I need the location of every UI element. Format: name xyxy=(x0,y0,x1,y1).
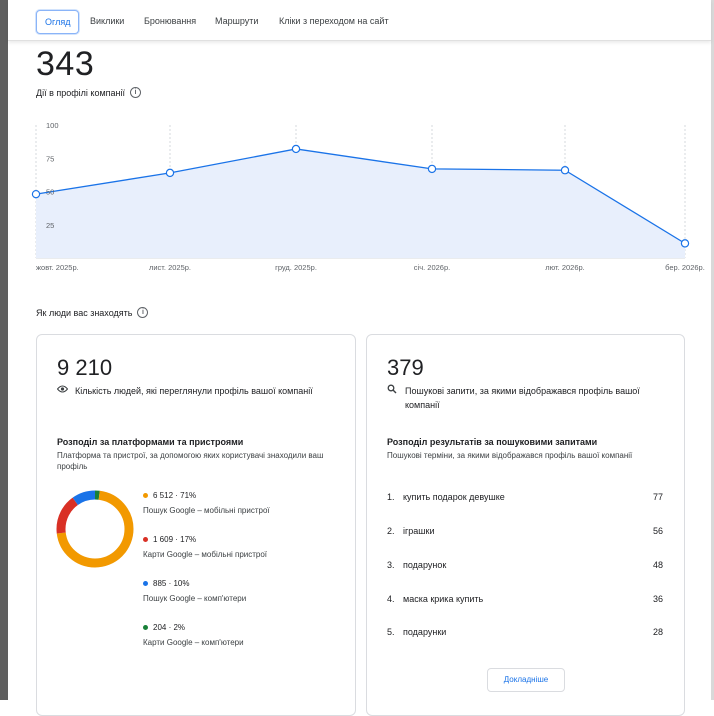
legend-label: Карти Google – комп'ютери xyxy=(143,638,244,647)
views-count: 9 210 xyxy=(57,355,113,380)
info-icon[interactable]: i xyxy=(130,87,141,98)
query-count: 77 xyxy=(652,492,663,502)
legend-item: 6 512 · 71% Пошук Google – мобільні прис… xyxy=(143,491,270,515)
legend-value: 1 609 · 17% xyxy=(153,535,197,544)
platform-breakdown-heading: Розподіл за платформами та пристроями xyxy=(57,437,244,447)
query-rank: 2. xyxy=(387,526,395,536)
searches-metric-label: Пошукові запити, за якими відображався п… xyxy=(405,386,640,410)
more-details-button[interactable]: Докладніше xyxy=(487,668,565,692)
donut-slice xyxy=(56,490,134,568)
query-count: 56 xyxy=(652,526,663,536)
tab-overview[interactable]: Огляд xyxy=(36,10,80,34)
query-count: 48 xyxy=(652,560,663,570)
tab-calls[interactable]: Виклики xyxy=(90,16,125,26)
chart-data-point xyxy=(427,164,437,174)
views-metric-label: Кількість людей, які переглянули профіль… xyxy=(75,386,313,396)
query-rank: 5. xyxy=(387,627,395,637)
query-term: подарунки xyxy=(403,627,447,637)
donut-slice xyxy=(56,490,134,568)
search-queries-card: 379 Пошукові запити, за якими відображав… xyxy=(366,334,685,716)
legend-item: 204 · 2% Карти Google – комп'ютери xyxy=(143,623,244,647)
chart-y-tick-label: 50 xyxy=(46,188,54,197)
window-left-border xyxy=(0,0,8,700)
window-right-border xyxy=(711,0,714,700)
search-icon xyxy=(387,384,399,412)
interactions-chart: 25 50 75 100 жовт. 2025р. лист. 2025р. груд. 2… xyxy=(31,121,705,272)
searches-metric: Пошукові запити, за якими відображався п… xyxy=(387,384,667,412)
chart-x-tick-label: лист. 2025р. xyxy=(149,263,191,272)
legend-label: Пошук Google – комп'ютери xyxy=(143,594,247,603)
chart-data-point xyxy=(291,144,301,154)
legend-value: 204 · 2% xyxy=(153,623,186,632)
platform-breakdown-description: Платформа та пристрої, за допомогою яких… xyxy=(57,451,324,471)
chart-data-point xyxy=(165,168,175,178)
query-term: подарунок xyxy=(403,560,447,570)
chart-x-tick-label: жовт. 2025р. xyxy=(36,263,79,272)
interactions-subtitle-label: Дії в профілі компанії xyxy=(36,87,125,98)
query-breakdown-heading: Розподіл результатів за пошуковими запит… xyxy=(387,437,598,447)
profile-views-card: 9 210 Кількість людей, які переглянули п… xyxy=(36,334,356,716)
discovery-title-label: Як люди вас знаходять xyxy=(36,307,133,318)
legend-value: 885 · 10% xyxy=(153,579,190,588)
legend-value: 6 512 · 71% xyxy=(153,491,197,500)
chart-area-fill xyxy=(36,148,685,258)
info-icon[interactable]: i xyxy=(137,307,149,318)
query-rank: 4. xyxy=(387,594,395,604)
query-breakdown-description: Пошукові терміни, за якими відображався … xyxy=(387,451,633,460)
legend-dot xyxy=(143,581,148,586)
interactions-subtitle: Дії в профілі компанії i xyxy=(36,87,141,98)
legend-item: 1 609 · 17% Карти Google – мобільні прис… xyxy=(143,535,267,559)
chart-x-tick-label: бер. 2026р. xyxy=(665,263,705,272)
chart-data-point xyxy=(680,239,690,248)
discovery-section-title: Як люди вас знаходять i xyxy=(36,307,149,318)
views-metric: Кількість людей, які переглянули профіль… xyxy=(56,384,337,398)
query-term: купить подарок девушке xyxy=(403,492,505,502)
legend-dot xyxy=(143,625,148,630)
eye-icon xyxy=(56,384,69,398)
chart-data-point xyxy=(31,189,41,199)
legend-label: Карти Google – мобільні пристрої xyxy=(143,550,268,559)
query-term: іграшки xyxy=(403,526,435,536)
chart-y-tick-label: 100 xyxy=(46,121,59,130)
chart-series-line xyxy=(35,148,686,244)
chart-y-tick-label: 25 xyxy=(46,221,54,230)
legend-dot xyxy=(143,493,148,498)
chart-x-tick-label: січ. 2026р. xyxy=(414,263,450,272)
tab-bar: Огляд Виклики Бронювання Маршрути Кліки … xyxy=(8,0,711,41)
tab-routes[interactable]: Маршрути xyxy=(215,16,259,26)
chart-x-tick-label: лют. 2026р. xyxy=(545,263,585,272)
platform-donut-chart xyxy=(56,490,134,568)
searches-count: 379 xyxy=(387,355,424,380)
tab-bookings[interactable]: Бронювання xyxy=(144,16,197,26)
legend-label: Пошук Google – мобільні пристрої xyxy=(143,506,270,515)
query-term: маска крика купить xyxy=(403,594,484,604)
legend-dot xyxy=(143,537,148,542)
chart-x-tick-label: груд. 2025р. xyxy=(275,263,317,272)
total-interactions: 343 xyxy=(36,45,95,83)
tab-website-clicks[interactable]: Кліки з переходом на сайт xyxy=(279,16,389,26)
legend-item: 885 · 10% Пошук Google – комп'ютери xyxy=(143,579,246,603)
donut-slice xyxy=(56,490,134,568)
query-count: 28 xyxy=(652,627,663,637)
query-rank: 3. xyxy=(387,560,395,570)
chart-y-tick-label: 75 xyxy=(46,154,54,163)
chart-data-point xyxy=(560,166,570,175)
query-rank: 1. xyxy=(387,492,395,502)
query-count: 36 xyxy=(652,594,663,604)
